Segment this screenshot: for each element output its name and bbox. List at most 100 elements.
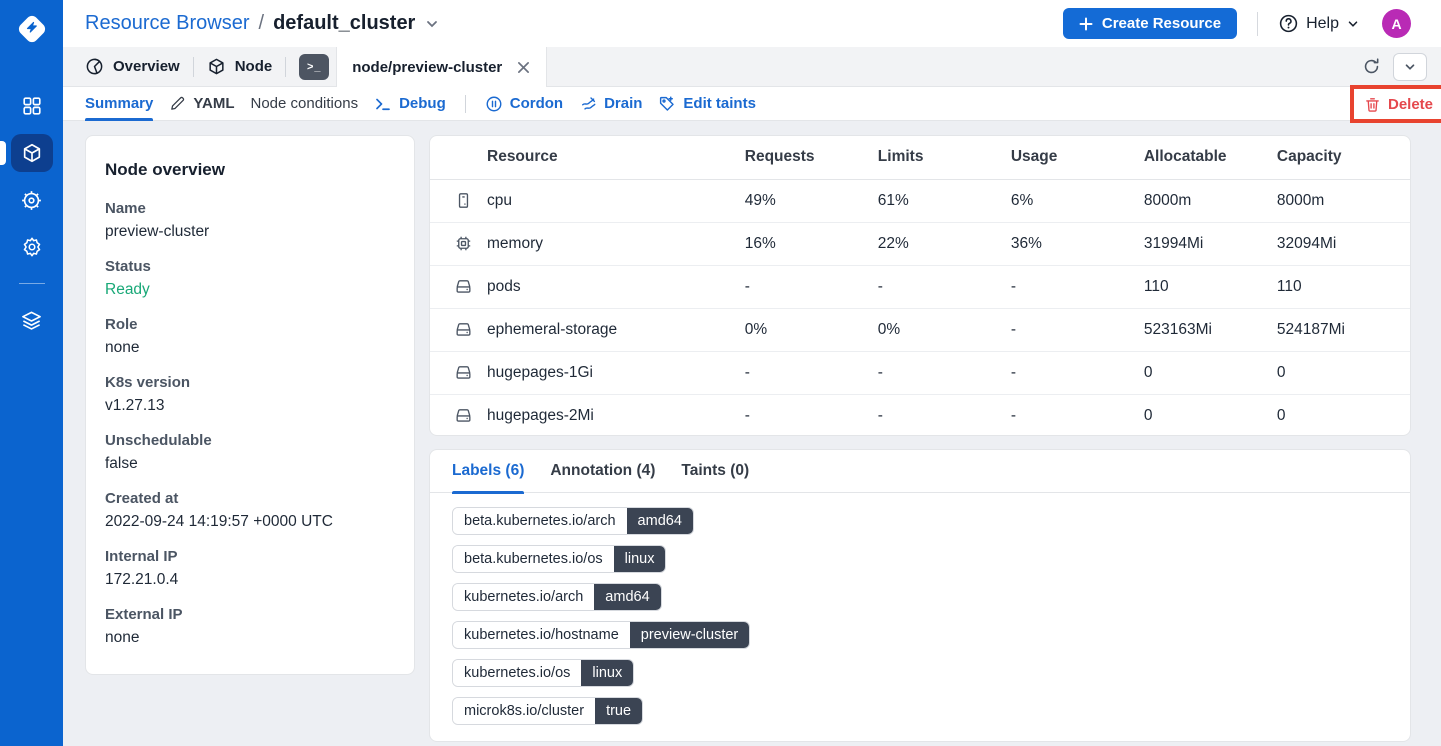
usage-value: -	[1010, 308, 1144, 352]
limits-value: 61%	[877, 179, 1011, 223]
allocatable-value: 0	[1143, 406, 1153, 424]
breadcrumb-cluster-name[interactable]: default_cluster	[273, 12, 416, 34]
terminal-tab-button[interactable]: >_	[299, 53, 330, 80]
field-value: none	[105, 629, 140, 646]
labels-tab[interactable]: Annotation (4)	[550, 462, 656, 479]
pencil-icon	[169, 95, 186, 112]
hard-drive-icon	[454, 320, 473, 339]
sidebar-item-helm[interactable]	[11, 181, 53, 219]
column-resource: Resource	[487, 148, 558, 166]
field-label: Name	[105, 200, 146, 217]
content-area: Node overview Name preview-cluster Statu…	[63, 121, 1441, 746]
create-resource-button[interactable]: Create Resource	[1062, 8, 1238, 39]
header-bar: Resource Browser / default_cluster Creat…	[63, 0, 1441, 47]
requests-value: -	[744, 406, 750, 424]
help-menu[interactable]: Help	[1278, 13, 1360, 34]
column-capacity: Capacity	[1276, 136, 1410, 180]
column-requests: Requests	[744, 136, 878, 180]
app-logo-icon[interactable]	[12, 9, 52, 49]
resource-name: pods	[487, 277, 521, 295]
usage-value: -	[1010, 351, 1144, 395]
requests-value: 16%	[744, 222, 878, 266]
toolbar-node-conditions[interactable]: Node conditions	[250, 95, 359, 112]
label-chip: microk8s.io/cluster true	[452, 697, 644, 725]
hard-drive-icon	[454, 277, 473, 296]
requests-value: -	[744, 351, 878, 395]
allocatable-value: 0	[1143, 351, 1277, 395]
hard-drive-icon	[454, 406, 473, 425]
allocatable-value: 8000m	[1143, 179, 1277, 223]
cube-icon	[207, 57, 226, 76]
labels-tab[interactable]: Labels (6)	[452, 450, 525, 494]
limits-value: -	[877, 351, 1011, 395]
toolbar-delete[interactable]: Delete	[1364, 96, 1433, 113]
label-key: beta.kubernetes.io/arch	[453, 508, 627, 534]
sidebar-item-settings[interactable]	[11, 228, 53, 266]
header-divider	[1257, 11, 1259, 36]
label-value: linux	[581, 660, 634, 686]
pause-circle-icon	[485, 95, 503, 113]
sidebar-divider	[18, 283, 45, 284]
resource-name: ephemeral-storage	[487, 320, 618, 338]
more-actions-dropdown[interactable]	[1393, 52, 1427, 81]
label-value: amd64	[594, 584, 661, 610]
resource-table: Resource Requests Limits Usage Allocatab…	[430, 136, 1410, 435]
labels-tabs: Labels (6) Annotation (4) Taints (0)	[430, 450, 1410, 494]
grid-icon	[21, 95, 43, 117]
resource-name: cpu	[487, 191, 512, 209]
label-value: amd64	[626, 508, 693, 534]
table-row: memory 16% 22% 36% 31994Mi 32094Mi	[430, 222, 1410, 266]
usage-value: -	[1010, 406, 1016, 424]
toolbar-summary[interactable]: Summary	[85, 87, 154, 121]
hard-drive-icon	[454, 363, 473, 382]
plus-icon	[1079, 17, 1093, 31]
labels-card: Labels (6) Annotation (4) Taints (0) beta.…	[429, 449, 1411, 742]
cluster-chevron-down-icon[interactable]	[424, 16, 440, 32]
terminal-prompt-icon	[374, 95, 392, 113]
label-value: true	[595, 698, 643, 724]
avatar[interactable]: A	[1382, 9, 1411, 38]
helm-wheel-icon	[20, 189, 43, 212]
help-label: Help	[1306, 14, 1339, 32]
field-value: none	[105, 339, 140, 356]
capacity-value: 0	[1276, 406, 1286, 424]
tab-node[interactable]: Node	[207, 57, 272, 76]
tab-node-preview-cluster[interactable]: node/preview-cluster	[336, 47, 548, 87]
refresh-icon[interactable]	[1362, 57, 1381, 76]
close-tab-icon[interactable]	[517, 61, 530, 74]
cube-icon	[21, 142, 43, 164]
question-circle-icon	[1278, 13, 1299, 34]
toolbar-edit-taints[interactable]: Edit taints	[658, 95, 756, 113]
resource-name: hugepages-1Gi	[487, 363, 593, 381]
field-value: Ready	[105, 281, 150, 298]
labels-tab[interactable]: Taints (0)	[681, 462, 750, 479]
toolbar-drain[interactable]: Drain	[579, 95, 642, 113]
chip-icon	[454, 234, 473, 253]
overview-field: Status Ready	[105, 258, 395, 299]
chevron-down-icon	[1403, 60, 1417, 74]
requests-value: -	[744, 265, 878, 309]
field-label: Role	[105, 316, 138, 333]
breadcrumb-resource-browser[interactable]: Resource Browser	[85, 12, 250, 34]
tag-edit-icon	[658, 95, 676, 113]
column-usage: Usage	[1010, 136, 1144, 180]
resource-name: hugepages-2Mi	[487, 406, 594, 424]
field-value: v1.27.13	[105, 397, 165, 414]
field-label: External IP	[105, 606, 183, 623]
sidebar-item-layers[interactable]	[11, 301, 53, 339]
limits-value: 22%	[877, 222, 1011, 266]
tab-overview[interactable]: Overview	[85, 57, 180, 76]
overview-field: Name preview-cluster	[105, 200, 395, 241]
toolbar-debug[interactable]: Debug	[374, 95, 446, 113]
sidebar-item-resources[interactable]	[0, 134, 53, 172]
capacity-value: 32094Mi	[1276, 222, 1410, 266]
tab-divider	[285, 56, 287, 77]
sidebar-item-dashboard[interactable]	[11, 87, 53, 125]
column-limits: Limits	[877, 136, 1011, 180]
resource-table-card: Resource Requests Limits Usage Allocatab…	[429, 135, 1411, 436]
tab-divider	[192, 56, 194, 77]
node-overview-fields: Name preview-cluster Status Ready Role n…	[105, 200, 395, 647]
toolbar-yaml[interactable]: YAML	[169, 95, 235, 112]
toolbar-cordon[interactable]: Cordon	[485, 95, 563, 113]
